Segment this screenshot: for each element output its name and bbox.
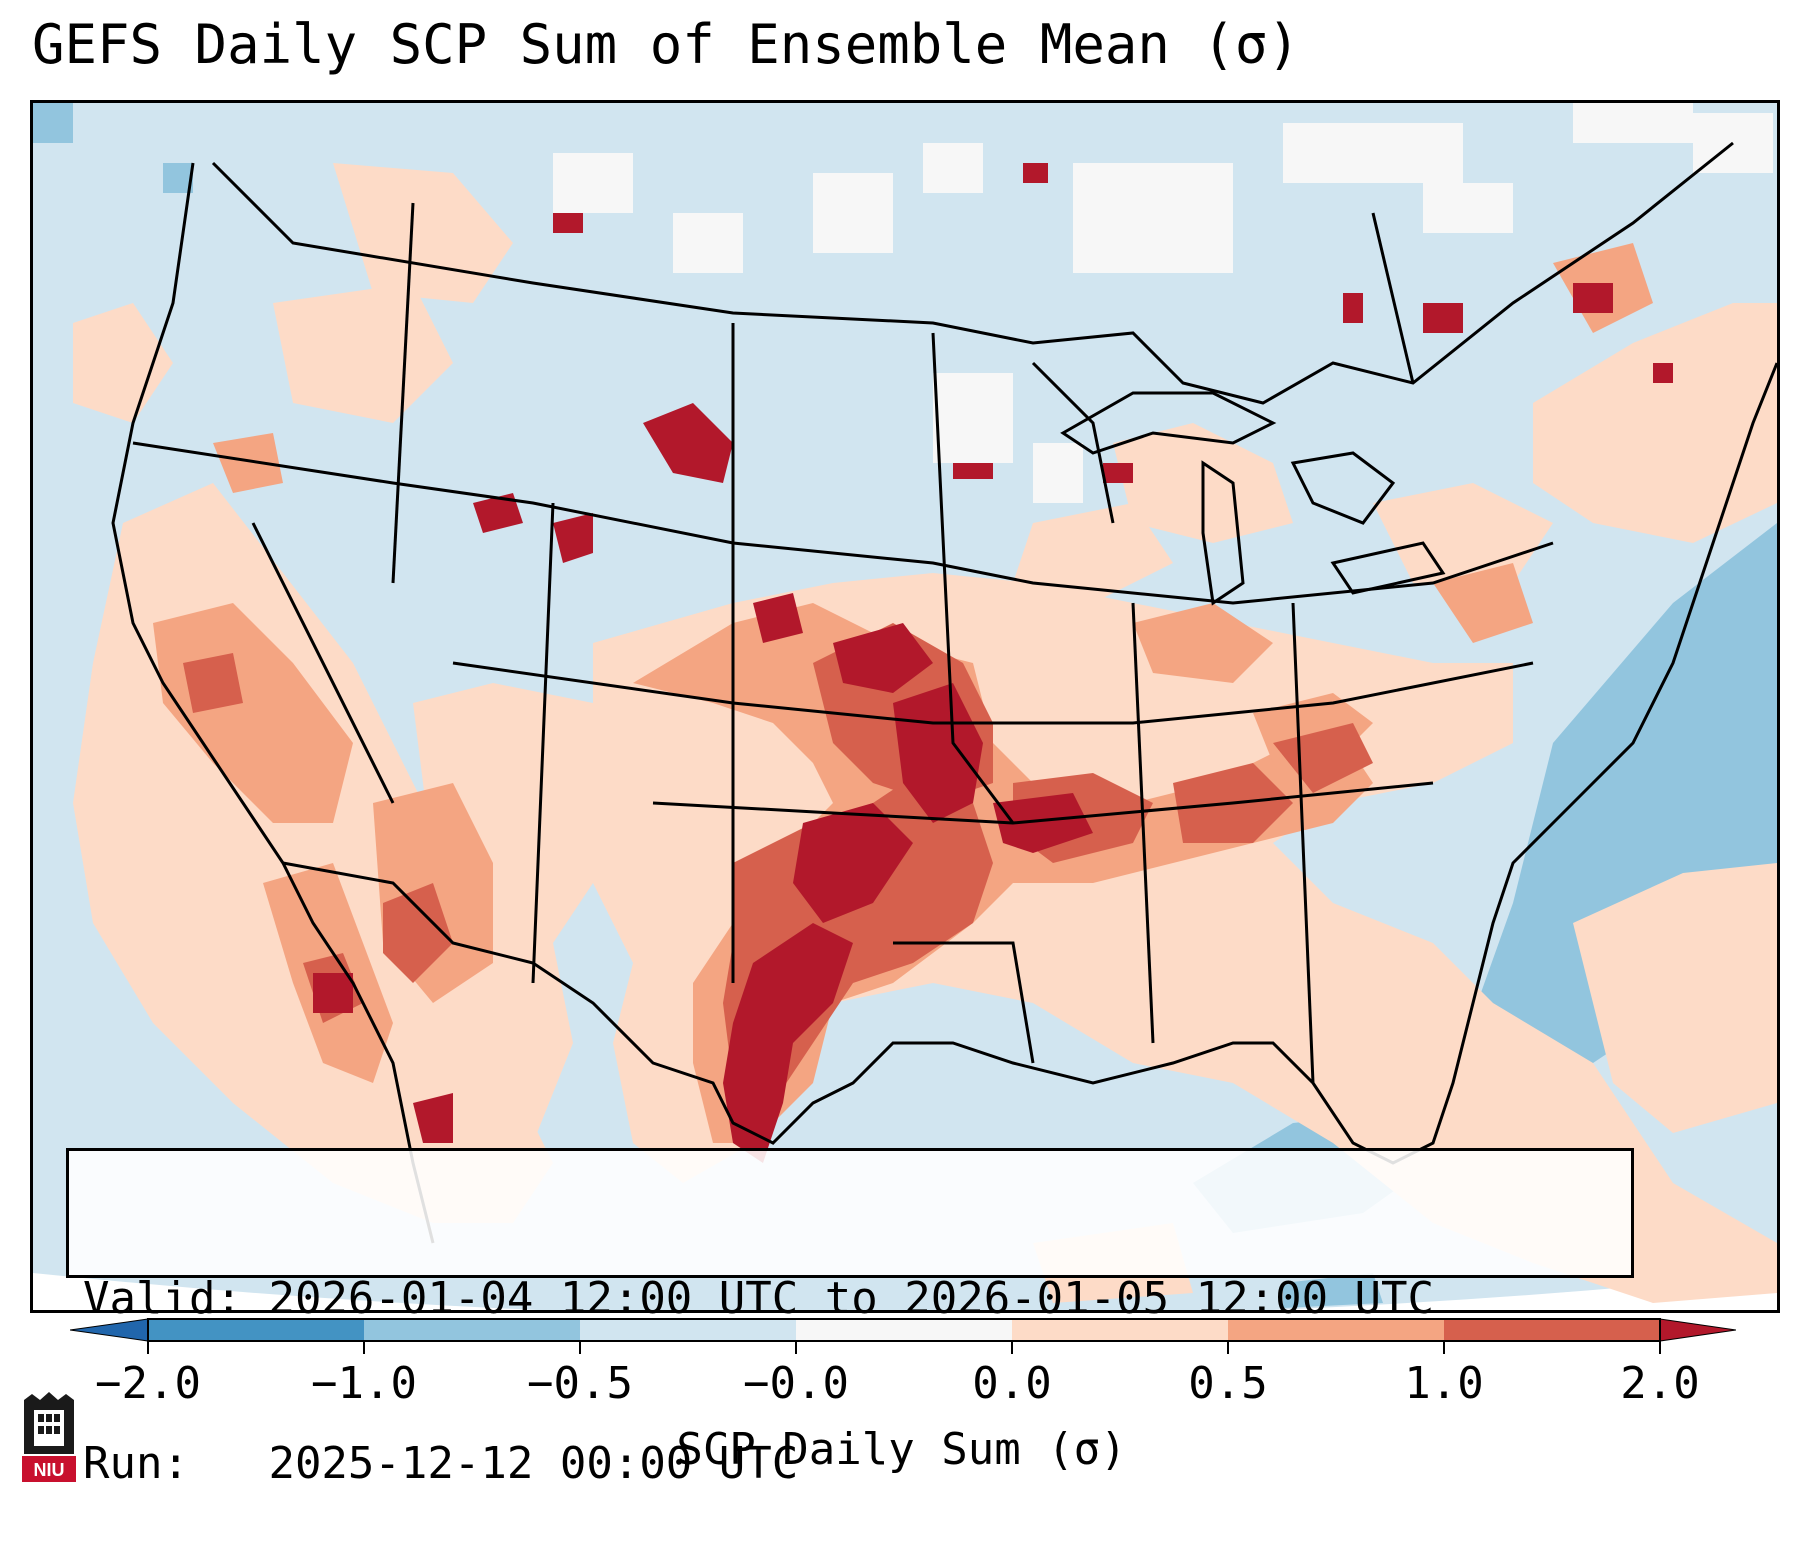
colorbar-tickmark (1443, 1342, 1445, 1354)
colorbar-bin-4 (796, 1319, 1012, 1341)
colorbar-bin-7 (1444, 1319, 1660, 1341)
colorbar-tick-label: 2.0 (1620, 1362, 1699, 1406)
colorbar-tickmark (579, 1342, 581, 1354)
valid-label: Valid: (83, 1273, 242, 1324)
colorbar-bin-2 (364, 1319, 580, 1341)
colorbar-tick-label: −2.0 (95, 1362, 201, 1406)
colorbar-tickmark (1227, 1342, 1229, 1354)
colorbar-tick-label: −0.0 (743, 1362, 849, 1406)
colorbar-extend-high (1660, 1319, 1736, 1341)
scp-map (33, 103, 1777, 1310)
map-panel[interactable] (30, 100, 1780, 1313)
colorbar-tick-label: 1.0 (1404, 1362, 1483, 1406)
colorbar-tickmark (795, 1342, 797, 1354)
valid-value: 2026-01-04 12:00 UTC to 2026-01-05 12:00… (268, 1273, 1434, 1324)
colorbar-bin-6 (1228, 1319, 1444, 1341)
logo-text: NIU (34, 1460, 65, 1480)
colorbar-label: SCP Daily Sum (σ) (0, 1428, 1803, 1472)
colorbar-bin-1 (148, 1319, 364, 1341)
colorbar-tick-label: 0.0 (972, 1362, 1051, 1406)
valid-run-info-box: Valid: 2026-01-04 12:00 UTC to 2026-01-0… (66, 1148, 1634, 1278)
colorbar-tick-label: −1.0 (311, 1362, 417, 1406)
colorbar-tick-label: −0.5 (527, 1362, 633, 1406)
colorbar-tickmark (147, 1342, 149, 1354)
niu-logo: NIU (20, 1392, 78, 1484)
colorbar-tickmark (1659, 1342, 1661, 1354)
colorbar-extend-low (70, 1319, 148, 1341)
chart-title: GEFS Daily SCP Sum of Ensemble Mean (σ) (32, 18, 1300, 72)
colorbar-bin-5 (1012, 1319, 1228, 1341)
colorbar (70, 1318, 1736, 1342)
colorbar-tickmark (363, 1342, 365, 1354)
colorbar-bin-3 (580, 1319, 796, 1341)
colorbar-tick-label: 0.5 (1188, 1362, 1267, 1406)
colorbar-tickmark (1011, 1342, 1013, 1354)
